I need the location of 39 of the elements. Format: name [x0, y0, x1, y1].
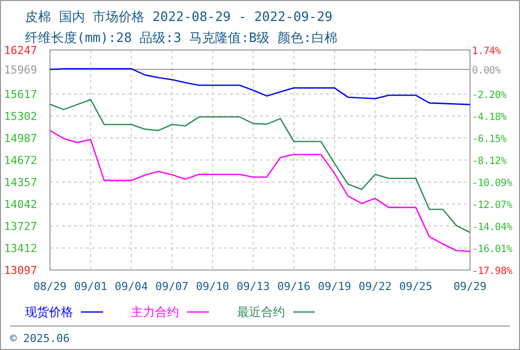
- y2-tick-label: -8.12%: [472, 156, 507, 167]
- y2-tick-label: -6.15%: [472, 134, 507, 146]
- y-tick-label: 13412: [4, 242, 38, 255]
- y2-tick-label: 1.74%: [472, 46, 501, 57]
- y-tick-label: 14357: [4, 176, 38, 189]
- y-tick-label: 15617: [4, 88, 38, 101]
- y2-tick-label: -4.18%: [472, 112, 507, 124]
- x-tick-label: 09/29: [453, 280, 487, 293]
- x-tick-label: 09/10: [196, 280, 230, 293]
- y2-tick-label: -12.07%: [472, 200, 512, 212]
- y2-tick-label: -16.01%: [472, 244, 512, 256]
- x-tick-label: 08/29: [33, 280, 67, 293]
- x-tick-label: 09/16: [277, 280, 310, 293]
- x-tick-label: 09/04: [114, 280, 148, 293]
- y2-tick-label: -2.20%: [472, 90, 507, 101]
- legend-label: 最近合约: [237, 305, 285, 319]
- x-tick-label: 09/19: [318, 280, 352, 293]
- y-tick-label: 14672: [4, 154, 38, 167]
- y-tick-label: 13097: [4, 264, 38, 277]
- x-tick-label: 09/01: [74, 280, 108, 293]
- legend-label: 现货价格: [25, 305, 73, 319]
- chart-title: 皮棉 国内 市场价格 2022-08-29 - 2022-09-29: [25, 10, 332, 25]
- y2-tick-label: 0.00%: [472, 65, 501, 76]
- legend-label: 主力合约: [131, 305, 179, 319]
- y-tick-label: 15969: [4, 63, 38, 76]
- y-tick-label: 15302: [4, 110, 38, 123]
- x-tick-label: 09/07: [155, 280, 188, 293]
- y-tick-label: 13727: [4, 220, 38, 233]
- x-tick-label: 09/13: [236, 280, 270, 293]
- y2-tick-label: -14.04%: [472, 222, 512, 234]
- y-tick-label: 16247: [4, 44, 38, 57]
- y-tick-label: 14042: [4, 198, 38, 211]
- y2-tick-label: -17.98%: [472, 266, 512, 277]
- x-tick-label: 09/25: [399, 280, 432, 293]
- text: © 2025.06: [10, 332, 70, 345]
- x-tick-label: 09/22: [358, 280, 392, 293]
- y-tick-label: 14987: [4, 132, 38, 145]
- y2-tick-label: -10.09%: [472, 178, 512, 189]
- chart-subtitle: 纤维长度(mm):28 品级:3 马克隆值:B级 颜色:白棉: [25, 30, 338, 46]
